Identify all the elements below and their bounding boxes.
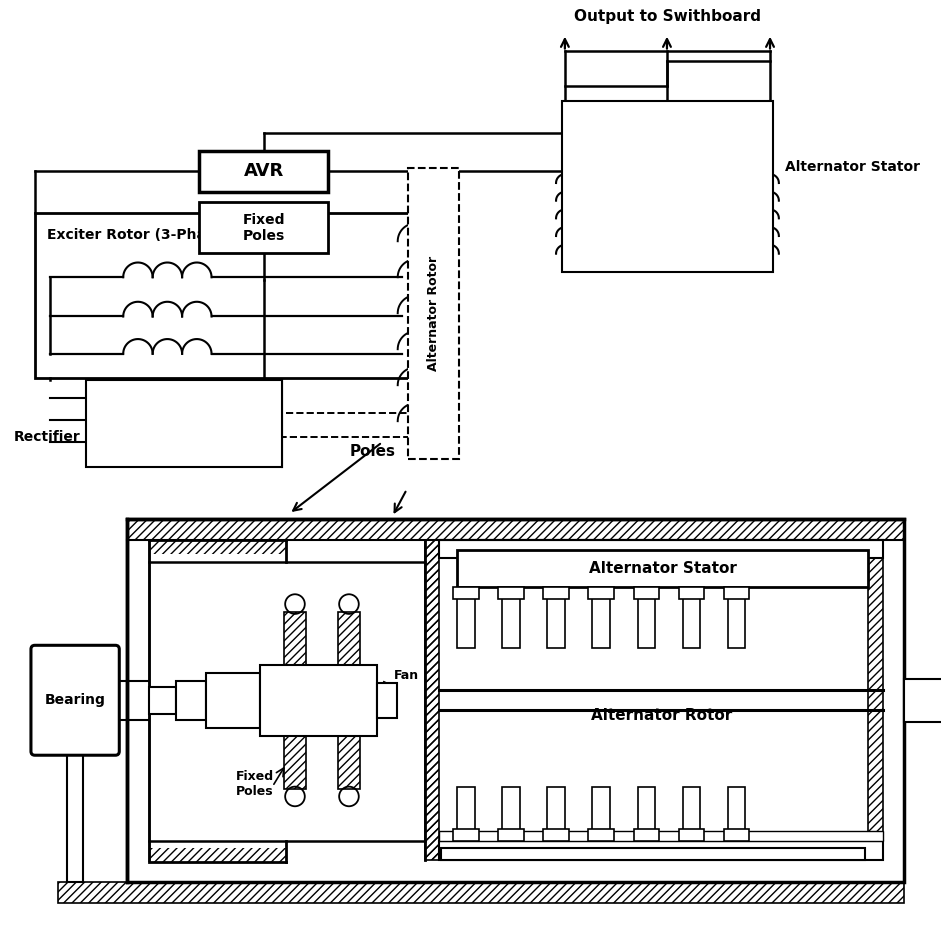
Bar bbox=[456, 787, 475, 841]
Bar bbox=[589, 829, 614, 841]
Bar bbox=[68, 751, 83, 882]
Bar bbox=[148, 849, 286, 862]
Bar bbox=[592, 787, 610, 841]
Bar bbox=[260, 665, 378, 736]
Bar bbox=[424, 540, 439, 860]
Bar bbox=[547, 587, 565, 648]
Bar bbox=[498, 829, 524, 841]
Bar bbox=[683, 787, 700, 841]
Bar bbox=[453, 587, 478, 599]
Text: Alternator Stator: Alternator Stator bbox=[589, 561, 736, 576]
Text: Fixed: Fixed bbox=[243, 213, 284, 227]
Bar bbox=[148, 687, 176, 714]
Bar bbox=[176, 680, 205, 720]
Text: Bearing: Bearing bbox=[45, 693, 106, 708]
Bar bbox=[148, 849, 286, 862]
Bar bbox=[439, 540, 883, 558]
Bar bbox=[637, 787, 655, 841]
Bar bbox=[724, 829, 749, 841]
Bar bbox=[199, 150, 328, 192]
Bar bbox=[589, 587, 614, 599]
Text: Rectifier: Rectifier bbox=[13, 430, 80, 445]
Bar bbox=[456, 550, 868, 587]
Bar bbox=[547, 787, 565, 841]
Bar bbox=[633, 829, 659, 841]
Bar bbox=[148, 540, 286, 554]
Bar bbox=[127, 518, 904, 540]
Bar bbox=[339, 612, 359, 789]
Bar bbox=[424, 540, 439, 860]
Bar bbox=[378, 683, 398, 718]
Bar bbox=[453, 829, 478, 841]
Bar bbox=[408, 168, 459, 459]
Bar bbox=[592, 587, 610, 648]
Bar bbox=[127, 518, 904, 540]
Text: Poles: Poles bbox=[350, 444, 396, 459]
Bar bbox=[637, 587, 655, 648]
Bar bbox=[728, 587, 746, 648]
Bar bbox=[679, 587, 705, 599]
Bar bbox=[633, 587, 659, 599]
Bar bbox=[868, 540, 883, 860]
Bar bbox=[498, 587, 524, 599]
Text: Alternator Rotor: Alternator Rotor bbox=[592, 709, 732, 723]
Bar bbox=[424, 540, 439, 860]
Bar bbox=[339, 612, 359, 789]
Bar bbox=[127, 518, 904, 882]
Text: Fan: Fan bbox=[394, 669, 419, 682]
Text: Output to Swithboard: Output to Swithboard bbox=[574, 9, 761, 24]
Bar bbox=[199, 201, 328, 253]
Bar bbox=[86, 380, 282, 466]
Bar bbox=[543, 829, 569, 841]
Bar bbox=[439, 841, 883, 860]
Bar bbox=[439, 831, 883, 841]
Bar bbox=[424, 540, 439, 860]
Bar bbox=[456, 587, 475, 648]
Text: AVR: AVR bbox=[243, 162, 283, 181]
Bar bbox=[868, 540, 883, 860]
Bar bbox=[148, 540, 286, 554]
Text: Fixed: Fixed bbox=[236, 770, 274, 783]
Text: Alternator Stator: Alternator Stator bbox=[785, 160, 920, 174]
Bar bbox=[502, 787, 520, 841]
Text: Exciter Rotor (3-Phase): Exciter Rotor (3-Phase) bbox=[47, 228, 230, 242]
Bar bbox=[58, 882, 904, 903]
Bar bbox=[562, 100, 773, 272]
Bar bbox=[284, 612, 306, 789]
Text: Poles: Poles bbox=[236, 785, 274, 798]
Bar bbox=[904, 678, 945, 722]
Text: Poles: Poles bbox=[243, 229, 284, 243]
Bar bbox=[284, 612, 306, 789]
Bar bbox=[35, 214, 410, 378]
Bar bbox=[683, 587, 700, 648]
Bar bbox=[58, 882, 904, 903]
Bar bbox=[724, 587, 749, 599]
Bar bbox=[205, 673, 260, 727]
Bar bbox=[502, 587, 520, 648]
Bar bbox=[543, 587, 569, 599]
Bar bbox=[679, 829, 705, 841]
Text: Alternator Rotor: Alternator Rotor bbox=[427, 256, 440, 371]
Bar bbox=[728, 787, 746, 841]
FancyBboxPatch shape bbox=[31, 645, 119, 755]
Bar bbox=[441, 849, 865, 860]
